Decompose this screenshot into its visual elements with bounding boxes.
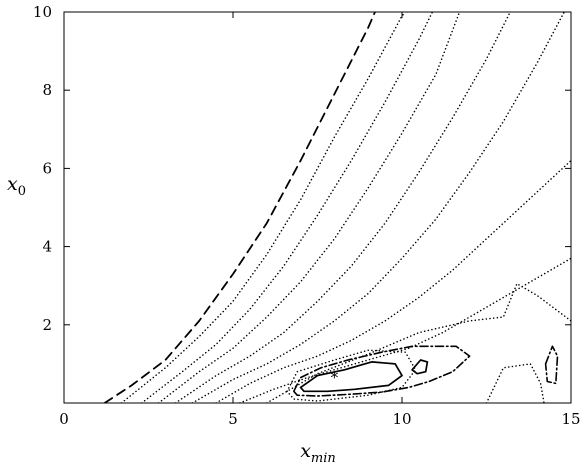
y-axis-label: x0	[7, 173, 26, 199]
contour-line-dotted-1	[120, 12, 407, 403]
contour-line-dashdot-12	[544, 345, 559, 385]
contour-line-dotted-3	[157, 12, 461, 403]
contour-line-dashdot-11	[293, 345, 471, 397]
y-tick-label: 8	[42, 81, 52, 99]
contour-line-dotted-7	[239, 257, 571, 403]
contour-line-dotted-9	[286, 349, 417, 402]
x-tick-label: 15	[561, 410, 580, 428]
contour-line-solid-14	[411, 359, 429, 375]
contour-line-dashed-0	[103, 12, 376, 403]
x-tick-label: 10	[392, 410, 411, 428]
tick-labels: 0 5 10 15 2 4 6 8 10	[33, 3, 581, 428]
contour-line-dotted-5	[191, 12, 565, 403]
contour-line-dotted-10	[485, 363, 545, 403]
optimum-marker-layer: *	[331, 369, 339, 387]
y-tick-label: 6	[42, 159, 52, 177]
x-tick-label: 0	[59, 410, 69, 428]
contour-line-dotted-6	[215, 159, 571, 403]
optimum-marker: *	[331, 369, 339, 387]
y-tick-label: 10	[33, 3, 52, 21]
plot-frame	[63, 11, 572, 404]
x-axis-label: xmin	[300, 440, 336, 466]
contour-lines	[103, 12, 571, 403]
y-tick-label: 4	[42, 238, 52, 256]
contour-line-dotted-2	[140, 12, 434, 403]
axis-ticks	[63, 11, 572, 403]
contour-line-solid-13	[299, 361, 403, 393]
y-tick-label: 2	[42, 316, 52, 334]
x-tick-label: 5	[228, 410, 238, 428]
